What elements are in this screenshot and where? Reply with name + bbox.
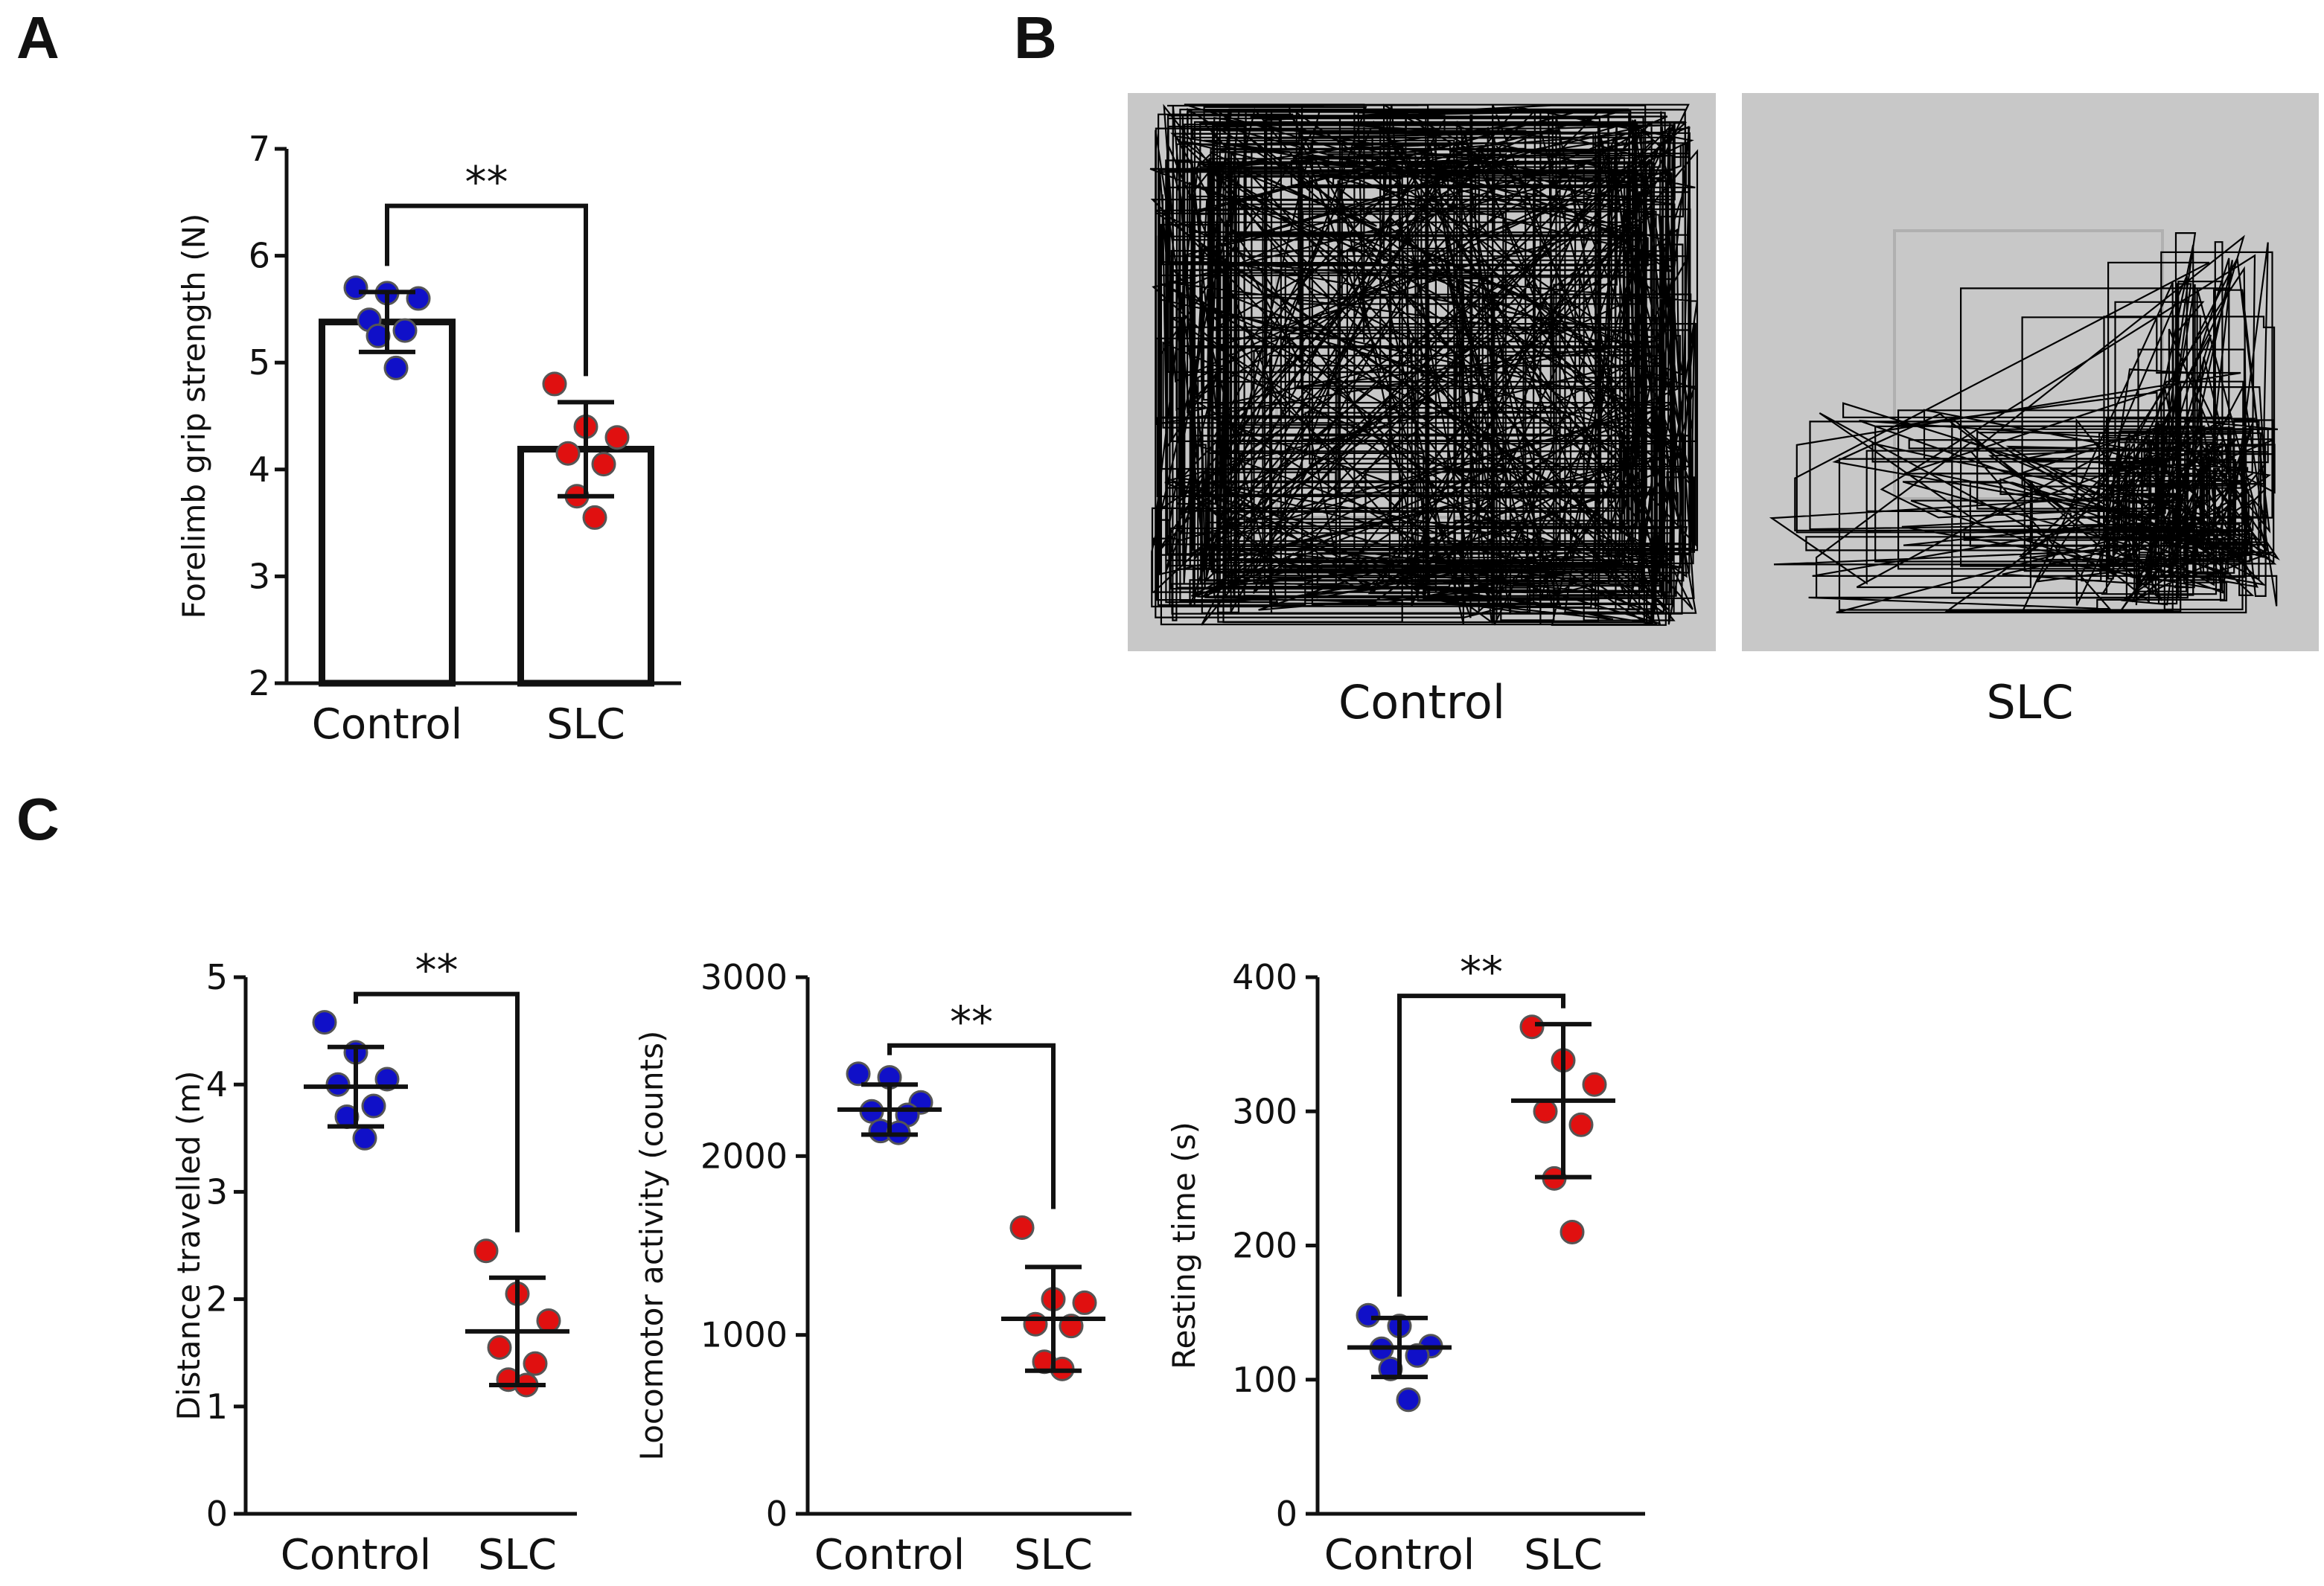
y-tick-label: 1 — [206, 1387, 228, 1427]
bar-control — [319, 319, 456, 687]
data-point-slc — [473, 1238, 499, 1264]
y-tick-label: 3 — [249, 556, 270, 596]
data-point-slc — [1519, 1014, 1545, 1040]
control-track-label: Control — [1338, 675, 1505, 729]
data-point-control — [312, 1010, 337, 1035]
category-label-slc: SLC — [478, 1531, 557, 1579]
y-tick-label: 3000 — [700, 957, 788, 997]
y-tick-label: 100 — [1232, 1360, 1297, 1400]
data-point-slc — [1533, 1099, 1558, 1124]
significance-label: ** — [415, 945, 459, 996]
data-point-slc — [555, 441, 581, 466]
y-tick-label: 2 — [249, 663, 270, 703]
data-point-control — [1396, 1387, 1421, 1413]
panel-label-a: A — [16, 4, 60, 71]
category-label-control: Control — [1324, 1531, 1475, 1579]
significance-label: ** — [465, 157, 508, 208]
data-point-control — [846, 1061, 871, 1087]
data-point-slc — [591, 452, 616, 477]
y-tick-label: 0 — [766, 1494, 788, 1534]
y-tick-label: 2 — [206, 1279, 228, 1320]
category-label-slc: SLC — [1014, 1531, 1093, 1579]
slc-movement-track — [1769, 232, 2280, 614]
data-point-slc — [1072, 1290, 1097, 1315]
data-point-slc — [523, 1351, 548, 1376]
y-axis-label: Resting time (s) — [1166, 1122, 1202, 1369]
y-tick-label: 0 — [1276, 1494, 1297, 1534]
y-tick-label: 0 — [206, 1494, 228, 1534]
resting-time-chart: 0 100 200 300 400 Resting time (s) Control SLC *… — [1166, 947, 1645, 1579]
y-tick-label: 2000 — [700, 1136, 788, 1176]
data-point-slc — [1568, 1112, 1594, 1137]
data-point-control — [361, 1093, 386, 1119]
category-label-control: Control — [281, 1531, 431, 1579]
y-tick-label: 400 — [1232, 957, 1297, 997]
y-tick-label: 4 — [206, 1064, 228, 1104]
data-point-slc — [604, 425, 630, 450]
distance-travelled-chart: 0 1 2 3 4 5 Distance travelled (m) Control SLC ** — [170, 945, 577, 1579]
data-point-control — [392, 318, 418, 343]
y-axis-label: Locomotor activity (counts) — [633, 1031, 670, 1461]
panel-label-c: C — [16, 786, 60, 852]
data-point-slc — [1582, 1072, 1607, 1097]
data-point-slc — [1560, 1219, 1585, 1244]
y-tick-label: 5 — [206, 957, 228, 997]
data-point-slc — [582, 505, 607, 530]
y-tick-label: 300 — [1232, 1091, 1297, 1131]
y-axis-label: Forelimb grip strength (N) — [176, 214, 212, 619]
significance-label: ** — [1460, 947, 1503, 997]
y-tick-label: 4 — [249, 450, 270, 490]
data-point-slc — [487, 1334, 512, 1360]
y-tick-label: 3 — [206, 1171, 228, 1212]
data-point-slc — [1023, 1311, 1048, 1337]
significance-bracket — [385, 203, 588, 377]
y-tick-label: 5 — [249, 342, 270, 383]
data-point-control — [383, 355, 409, 380]
category-label-control: Control — [814, 1531, 965, 1579]
data-point-slc — [542, 371, 567, 397]
data-point-control — [1356, 1302, 1381, 1328]
y-tick-label: 7 — [249, 129, 270, 169]
category-label-control: Control — [312, 700, 462, 749]
slc-arena-center-zone — [1893, 229, 2164, 500]
y-axis-label: Distance travelled (m) — [170, 1070, 207, 1420]
control-movement-track — [1149, 103, 1699, 626]
significance-bracket — [1397, 994, 1565, 1297]
control-arena — [1128, 93, 1716, 651]
data-point-control — [352, 1125, 377, 1151]
slc-arena — [1742, 93, 2319, 651]
y-tick-label: 200 — [1232, 1226, 1297, 1266]
significance-label: ** — [950, 997, 993, 1047]
open-field-tracks: Control SLC — [1128, 93, 2319, 729]
panel-label-b: B — [1014, 4, 1057, 71]
y-tick-label: 1000 — [700, 1315, 788, 1355]
grip-strength-chart: 2 3 4 5 6 7 Forelimb grip strength (N) Control S… — [176, 129, 681, 749]
significance-bracket — [887, 1043, 1056, 1209]
data-point-control — [343, 275, 368, 301]
data-point-slc — [536, 1308, 561, 1333]
significance-bracket — [354, 991, 520, 1232]
data-point-control — [1405, 1343, 1430, 1368]
category-label-slc: SLC — [1524, 1531, 1603, 1579]
slc-track-label: SLC — [1986, 675, 2073, 729]
data-point-slc — [1009, 1215, 1035, 1240]
category-label-slc: SLC — [546, 700, 625, 749]
locomotor-activity-chart: 0 1000 2000 3000 Locomotor activity (counts)… — [633, 957, 1131, 1579]
y-tick-label: 6 — [249, 236, 270, 276]
